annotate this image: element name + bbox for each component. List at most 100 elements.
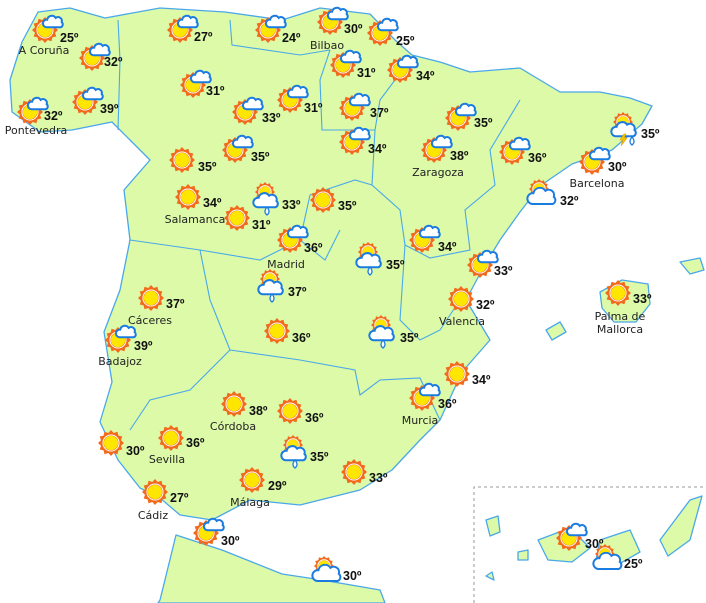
temperature-label: 30º — [221, 534, 240, 548]
station-marker[interactable]: 34º — [339, 126, 387, 156]
station-marker[interactable]: 39º — [72, 86, 119, 116]
cloud-icon — [189, 69, 212, 84]
station-marker[interactable]: 33º — [467, 249, 513, 278]
station-marker[interactable]: 35º — [169, 147, 217, 174]
station-marker[interactable]: 35º — [610, 112, 660, 147]
temperature-label: 30º — [344, 22, 363, 36]
sun-cloud-icon — [579, 146, 611, 175]
city-label: Córdoba — [210, 420, 256, 433]
cloud-icon — [326, 6, 349, 21]
station-marker[interactable]: 35º — [368, 315, 419, 349]
cloud-icon — [476, 249, 499, 264]
station-marker[interactable]: 33º — [232, 96, 281, 125]
cloud-icon — [355, 252, 382, 269]
station-marker[interactable]: 32º — [79, 42, 123, 71]
city-label: Valencia — [439, 315, 485, 328]
sun-cloud-icon — [339, 92, 371, 121]
station-marker[interactable]: 33º Palma de Mallorca — [595, 280, 652, 336]
temperature-label: 35º — [198, 160, 217, 174]
station-marker[interactable]: 35º — [222, 134, 270, 164]
station-marker[interactable]: 36º — [277, 398, 324, 425]
cloud-icon — [396, 54, 419, 69]
rain-drop-icon — [629, 135, 635, 146]
station-marker[interactable]: 35º — [355, 242, 405, 276]
station-marker[interactable]: 27º — [167, 14, 213, 44]
rain-icon — [257, 269, 284, 303]
cloud-icon — [348, 92, 371, 107]
station-marker[interactable]: 36º Madrid — [267, 224, 323, 271]
station-marker[interactable]: 30º Barcelona — [570, 146, 627, 190]
sun-icon — [221, 391, 247, 417]
sun-icon — [17, 99, 43, 125]
station-marker[interactable]: 30º — [98, 430, 145, 458]
station-marker[interactable]: 33º — [341, 459, 388, 485]
temperature-label: 35º — [386, 258, 405, 272]
station-marker[interactable]: 37º Cáceres — [128, 285, 185, 327]
station-marker[interactable]: 34º — [444, 361, 491, 387]
station-marker[interactable]: 35º — [445, 102, 493, 131]
cloud-icon — [339, 49, 362, 64]
sun-cloud-icon — [277, 224, 309, 253]
cloud-icon — [588, 146, 611, 161]
cloud-icon — [202, 517, 225, 532]
station-marker[interactable]: 38º Zaragoza — [412, 134, 469, 179]
cloud-icon — [376, 17, 399, 32]
sun-icon — [169, 147, 195, 173]
cloud-icon — [286, 224, 309, 239]
station-marker[interactable]: 31º — [180, 69, 225, 98]
station-marker[interactable]: 29º Málaga — [230, 467, 287, 509]
temperature-label: 36º — [292, 331, 311, 345]
station-marker[interactable]: 35º — [310, 187, 357, 213]
station-marker[interactable]: 38º Córdoba — [210, 391, 268, 433]
temperature-label: 34º — [203, 196, 222, 210]
station-marker[interactable]: 39º Badajoz — [98, 324, 153, 368]
station-marker[interactable]: 34º Salamanca — [165, 184, 226, 226]
station-marker[interactable]: 25º — [592, 544, 643, 571]
sun-icon — [224, 205, 250, 231]
station-marker[interactable]: 36º Murcia — [402, 382, 457, 427]
station-marker[interactable]: 32º Valencia — [439, 286, 495, 328]
city-label-line: Palma de — [595, 310, 646, 323]
station-marker[interactable]: 37º — [339, 92, 389, 121]
cloud-icon — [257, 279, 284, 296]
temperature-label: 30º — [343, 569, 362, 583]
station-marker[interactable]: 36º — [264, 318, 311, 345]
cloud-icon — [565, 522, 588, 537]
station-marker[interactable]: 32º — [526, 179, 579, 208]
station-marker[interactable]: 36º — [499, 136, 547, 165]
station-marker[interactable]: 31º — [224, 205, 271, 232]
cloudy-icon — [526, 179, 557, 205]
station-marker[interactable]: 24º — [255, 14, 301, 45]
rain-drop-icon — [367, 265, 373, 276]
sun-icon — [448, 286, 474, 312]
temperature-label: 27º — [170, 491, 189, 505]
cloud-icon — [592, 551, 623, 570]
cloud-icon — [311, 563, 342, 582]
temperature-label: 31º — [252, 218, 271, 232]
sun-icon — [169, 147, 195, 173]
temperature-label: 37º — [288, 285, 307, 299]
station-marker[interactable]: 31º — [330, 49, 376, 80]
station-marker[interactable]: 25º — [367, 17, 415, 48]
city-label: Cádiz — [138, 509, 168, 522]
sun-icon — [224, 205, 250, 231]
station-marker[interactable]: 37º — [257, 269, 307, 303]
station-marker[interactable]: 30º — [311, 556, 362, 583]
city-label: Sevilla — [149, 453, 185, 466]
sun-icon — [142, 479, 168, 505]
station-marker[interactable]: 34º — [409, 224, 457, 254]
sun-cloud-icon — [193, 517, 225, 546]
station-marker[interactable]: 35º — [280, 435, 329, 469]
station-marker[interactable]: 30º — [556, 522, 604, 551]
station-marker[interactable]: 31º — [277, 84, 323, 115]
station-marker[interactable]: 30º — [193, 517, 240, 548]
temperature-label: 38º — [249, 404, 268, 418]
cloud-icon — [368, 325, 395, 342]
station-marker[interactable]: 34º — [387, 54, 435, 83]
station-marker[interactable]: 33º — [252, 182, 301, 216]
